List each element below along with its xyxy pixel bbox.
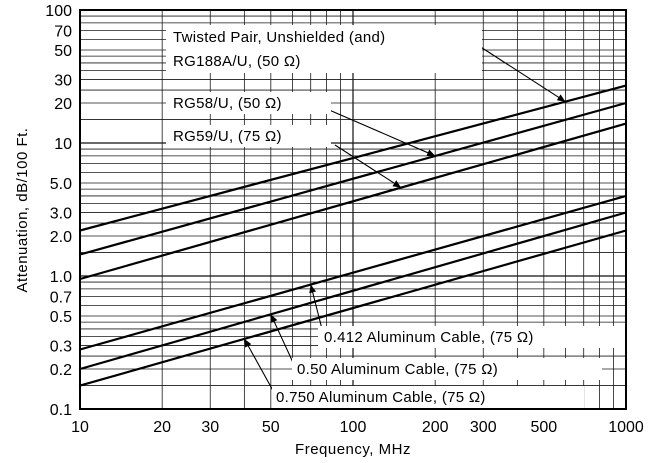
x-tick-label: 50	[262, 419, 280, 436]
tick-labels: 10 20 30 50 100 200 300 500 1000 0.1 0.2 0.3 0.5 0.7 1…	[45, 3, 644, 436]
label-leaders	[243, 43, 566, 397]
y-tick-label: 0.2	[50, 362, 72, 379]
y-axis-title: Attenuation, dB/100 Ft.	[14, 128, 31, 293]
leader-arrowhead	[392, 180, 402, 188]
label-leader	[319, 105, 436, 157]
y-tick-label: 100	[45, 3, 72, 20]
y-tick-label: 3.0	[50, 206, 72, 223]
series-lines	[78, 84, 628, 387]
series-line	[78, 122, 628, 281]
y-tick-label: 70	[54, 24, 72, 41]
label-leader	[243, 338, 277, 397]
y-tick-label: 0.7	[50, 290, 72, 307]
label-leader	[334, 144, 402, 189]
x-tick-label: 200	[422, 419, 449, 436]
label-leader	[270, 314, 297, 370]
y-tick-label: 10	[54, 136, 72, 153]
y-tick-label: 5.0	[50, 176, 72, 193]
series-label-background	[166, 125, 331, 147]
series-line	[78, 101, 628, 256]
series-label: RG58/U, (50 Ω)	[173, 95, 282, 112]
series-line	[78, 84, 628, 232]
x-tick-label: 10	[71, 419, 89, 436]
label-leader	[475, 43, 566, 103]
y-tick-label: 0.3	[50, 339, 72, 356]
series-label: 0.50 Aluminum Cable, (75 Ω)	[297, 361, 498, 378]
series-label: 0.750 Aluminum Cable, (75 Ω)	[276, 389, 486, 406]
leader-arrowhead	[244, 338, 252, 348]
y-tick-label: 50	[54, 43, 72, 60]
x-tick-label: 100	[340, 419, 367, 436]
plot-frame	[79, 9, 627, 410]
leader-arrowhead	[426, 149, 436, 156]
y-tick-label: 0.1	[50, 402, 72, 419]
series-line	[78, 194, 628, 351]
x-tick-label: 30	[201, 419, 219, 436]
series-label-background	[292, 358, 602, 380]
x-tick-label: 500	[530, 419, 557, 436]
series-line	[78, 229, 628, 387]
x-tick-label: 300	[470, 419, 497, 436]
series-label-background	[272, 386, 584, 408]
y-tick-label: 2.0	[50, 229, 72, 246]
series-label-background	[318, 326, 626, 348]
series-label: RG188A/U, (50 Ω)	[173, 53, 301, 70]
leader-arrowhead	[556, 94, 566, 102]
x-axis-title: Frequency, MHz	[295, 441, 411, 458]
series-label: Twisted Pair, Unshielded (and)	[173, 29, 385, 46]
y-tick-label: 0.5	[50, 309, 72, 326]
x-tick-label: 20	[153, 419, 171, 436]
leader-arrowhead	[309, 284, 317, 294]
y-tick-label: 20	[54, 96, 72, 113]
series-label-background	[166, 25, 482, 73]
series-label: RG59/U, (75 Ω)	[173, 128, 282, 145]
y-tick-label: 30	[54, 73, 72, 90]
y-tick-label: 1.0	[50, 269, 72, 286]
leader-arrowhead	[270, 314, 278, 324]
x-tick-label: 1000	[608, 419, 644, 436]
series-labels: Twisted Pair, Unshielded (and) RG188A/U, …	[166, 25, 626, 408]
series-line	[78, 211, 628, 371]
series-label: 0.412 Aluminum Cable, (75 Ω)	[324, 329, 534, 346]
series-label-background	[166, 92, 331, 114]
